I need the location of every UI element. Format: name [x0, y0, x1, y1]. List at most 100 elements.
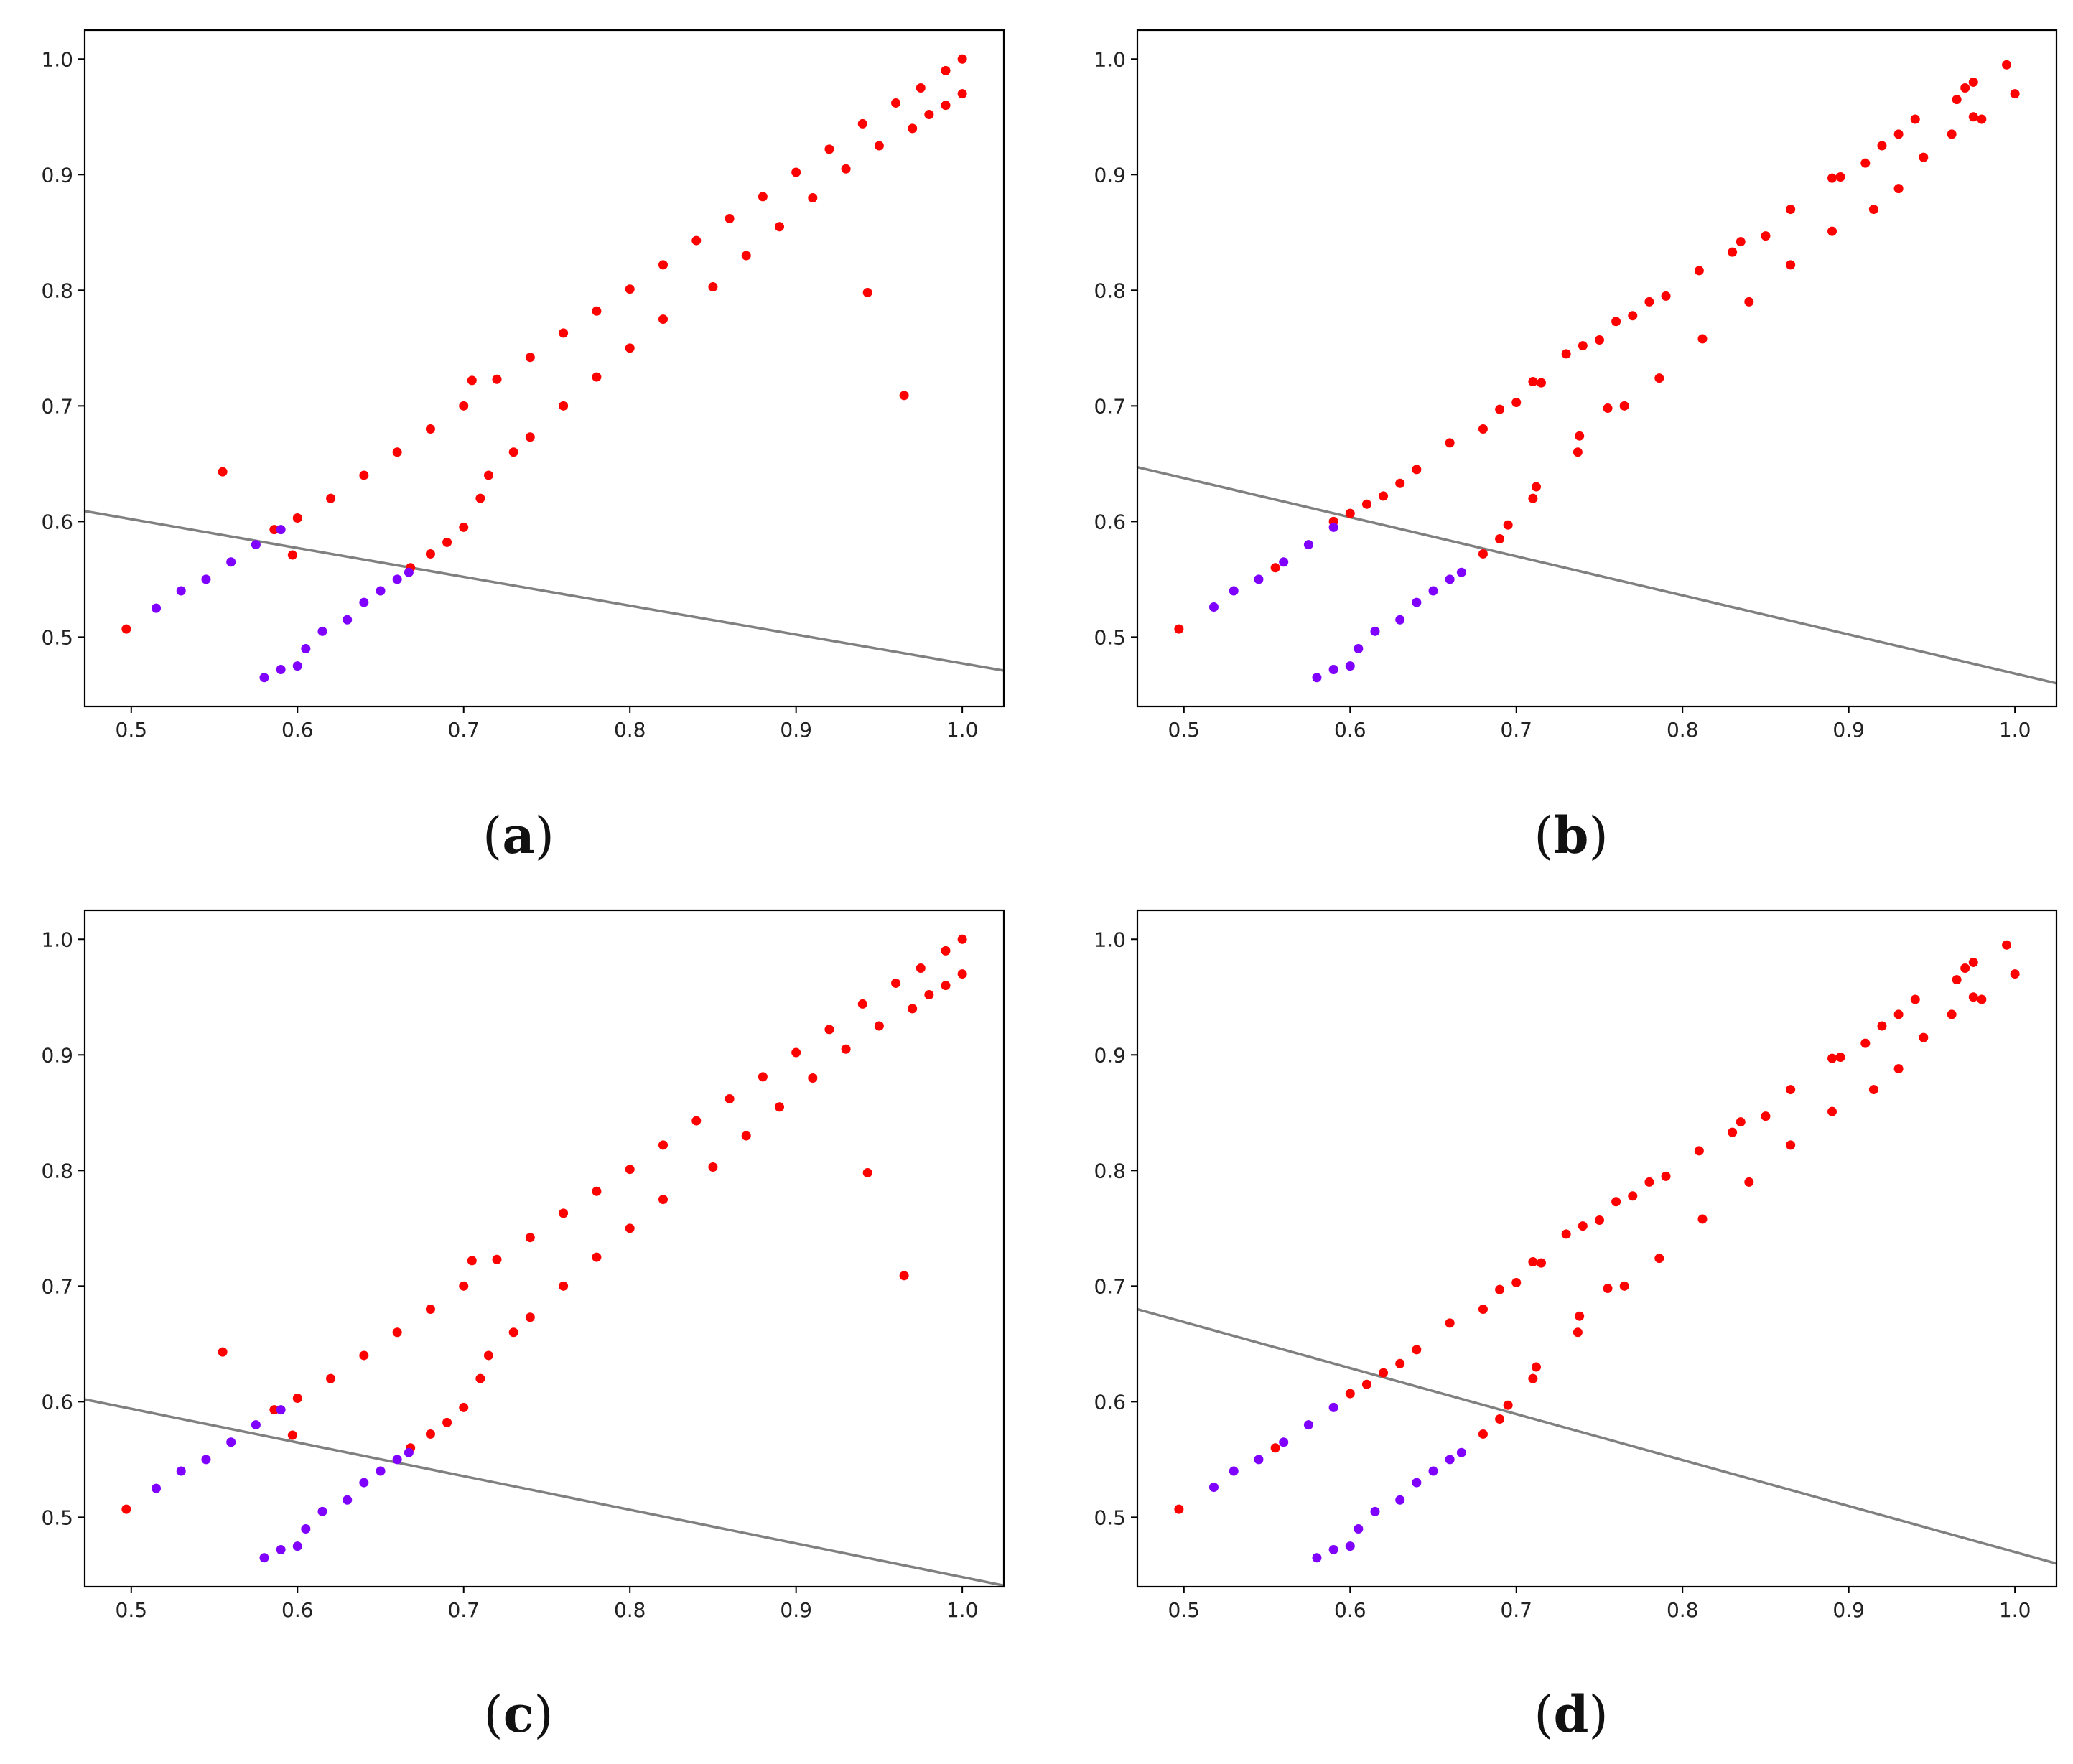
- point-red: [658, 314, 668, 325]
- point-red: [899, 391, 909, 401]
- point-red: [957, 969, 967, 979]
- point-purple: [1445, 574, 1455, 584]
- point-red: [1761, 1111, 1771, 1121]
- point-purple: [404, 567, 414, 577]
- point-red: [1744, 1177, 1754, 1187]
- x-tick-label: 0.6: [1334, 1598, 1366, 1622]
- y-tick-label: 0.7: [41, 1274, 73, 1298]
- point-red: [392, 447, 402, 457]
- point-red: [1968, 112, 1978, 122]
- point-purple: [1208, 602, 1219, 612]
- point-red: [1694, 1146, 1704, 1156]
- point-red: [1952, 95, 1962, 105]
- point-red: [1575, 431, 1585, 441]
- point-red: [287, 1430, 297, 1440]
- point-red: [625, 1165, 635, 1175]
- point-red: [891, 978, 901, 988]
- point-red: [741, 251, 751, 261]
- point-red: [957, 934, 967, 944]
- point-red: [908, 1004, 918, 1014]
- point-red: [791, 167, 801, 177]
- decision-boundary-line: [1137, 465, 2056, 685]
- point-red: [1478, 1429, 1488, 1439]
- y-tick-label: 0.6: [41, 510, 73, 533]
- point-red: [1736, 237, 1746, 247]
- point-red: [1528, 493, 1538, 503]
- point-red: [1893, 184, 1904, 194]
- point-red: [1654, 1254, 1664, 1264]
- point-red: [559, 1208, 569, 1218]
- point-red: [1835, 1053, 1845, 1063]
- point-red: [1977, 114, 1987, 124]
- point-red: [824, 1025, 834, 1035]
- point-purple: [1328, 1402, 1338, 1412]
- x-tick-label: 1.0: [946, 1598, 979, 1622]
- point-purple: [259, 673, 269, 683]
- point-red: [957, 89, 967, 99]
- y-tick-label: 0.8: [1094, 1159, 1126, 1182]
- point-red: [1628, 311, 1638, 321]
- point-red: [874, 141, 884, 151]
- point-red: [1528, 1373, 1538, 1383]
- point-purple: [1208, 1483, 1219, 1493]
- panel-label-c: (c): [483, 1684, 553, 1744]
- y-tick-label: 0.5: [41, 625, 73, 649]
- point-red: [1827, 173, 1837, 183]
- point-red: [1361, 499, 1371, 509]
- point-red: [326, 1373, 336, 1383]
- point-red: [1536, 378, 1546, 388]
- point-purple: [1328, 522, 1338, 532]
- point-red: [1361, 1379, 1371, 1389]
- point-red: [287, 550, 297, 560]
- point-red: [525, 1312, 535, 1322]
- point-red: [1952, 975, 1962, 985]
- point-purple: [343, 615, 353, 625]
- point-purple: [1312, 673, 1322, 683]
- point-purple: [226, 557, 236, 567]
- point-red: [957, 54, 967, 64]
- point-purple: [1395, 615, 1405, 625]
- point-red: [841, 164, 851, 174]
- point-purple: [292, 1541, 302, 1551]
- y-tick-label: 0.6: [41, 1390, 73, 1414]
- y-tick-label: 0.9: [1094, 1043, 1126, 1067]
- point-red: [1977, 994, 1987, 1004]
- point-red: [862, 288, 872, 298]
- point-red: [292, 1394, 302, 1404]
- point-purple: [1254, 574, 1264, 584]
- point-purple: [1370, 1506, 1380, 1516]
- point-red: [941, 946, 951, 956]
- point-red: [425, 1305, 435, 1315]
- y-tick-label: 0.9: [41, 163, 73, 187]
- point-red: [1495, 1414, 1505, 1424]
- point-red: [1379, 1368, 1389, 1378]
- y-tick-label: 1.0: [41, 928, 73, 951]
- y-tick-label: 0.8: [1094, 279, 1126, 302]
- point-red: [1644, 297, 1654, 307]
- point-red: [1395, 1358, 1405, 1368]
- point-red: [1270, 1443, 1280, 1453]
- point-red: [359, 470, 369, 480]
- point-red: [1575, 1311, 1585, 1321]
- decision-boundary-line: [85, 510, 1004, 672]
- axes-frame: [83, 29, 1005, 708]
- point-purple: [1345, 661, 1355, 671]
- point-red: [862, 1168, 872, 1178]
- point-red: [508, 1327, 518, 1338]
- point-red: [1868, 205, 1878, 215]
- point-red: [658, 260, 668, 270]
- x-tick-label: 0.8: [614, 1598, 646, 1622]
- y-tick-label: 0.7: [1094, 1274, 1126, 1298]
- point-purple: [276, 664, 286, 674]
- point-red: [475, 1373, 485, 1383]
- point-red: [425, 1429, 435, 1439]
- point-red: [492, 374, 502, 384]
- point-red: [874, 1021, 884, 1031]
- y-tick-label: 0.5: [1094, 1506, 1126, 1529]
- point-red: [1661, 1171, 1671, 1181]
- point-red: [269, 525, 279, 535]
- point-red: [1532, 482, 1542, 492]
- point-red: [1697, 334, 1708, 344]
- point-red: [1495, 1284, 1505, 1294]
- point-red: [467, 375, 477, 386]
